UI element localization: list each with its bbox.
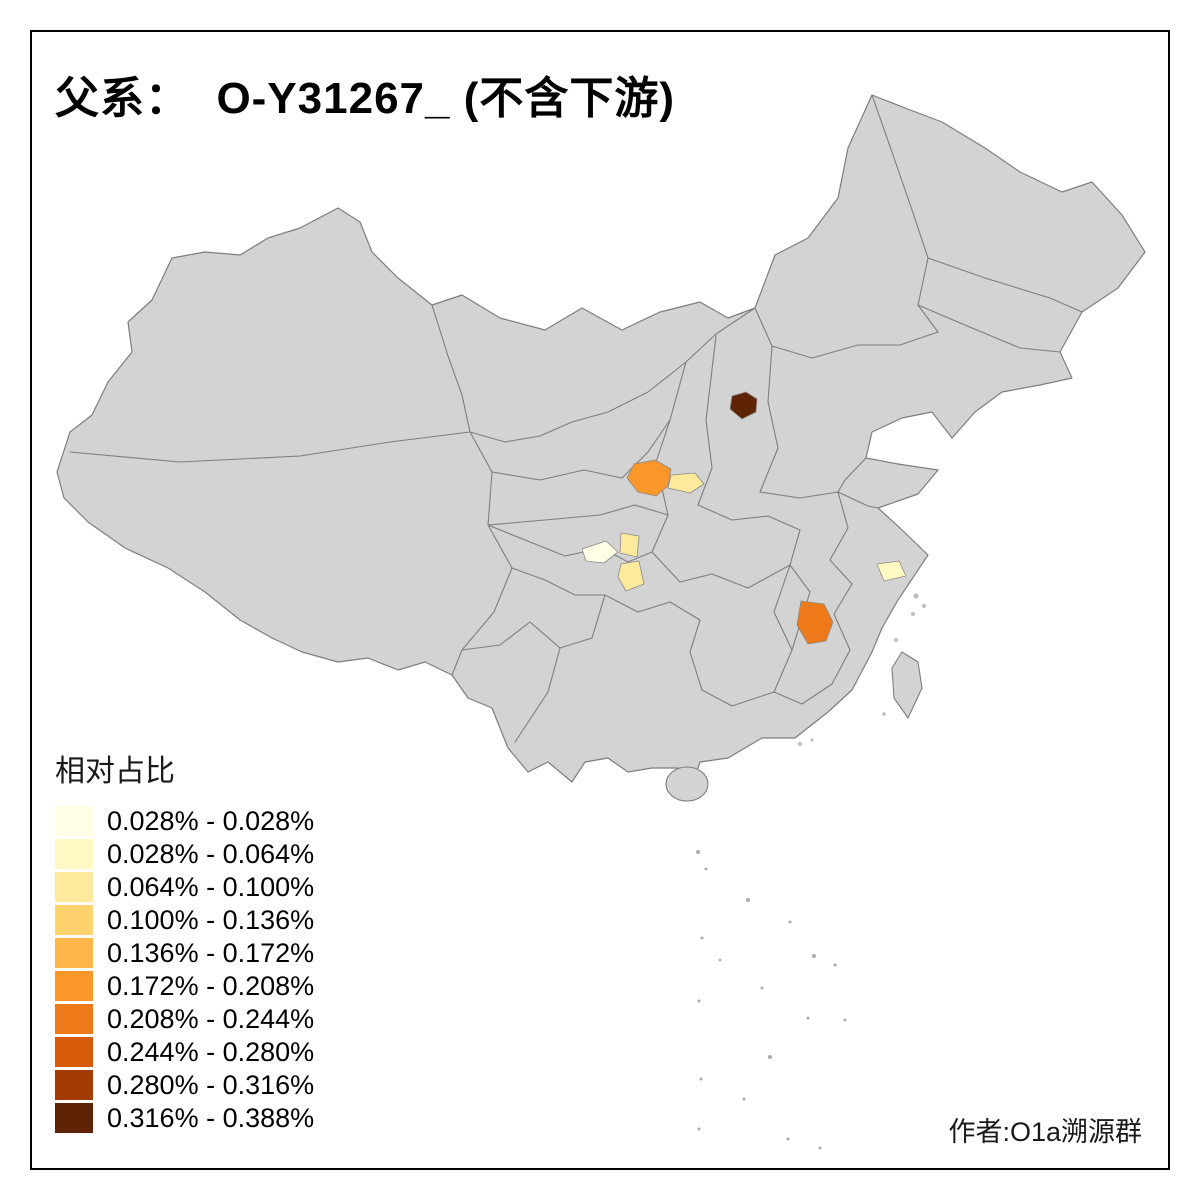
legend-row: 0.280% - 0.316% bbox=[55, 1070, 314, 1100]
legend-row: 0.172% - 0.208% bbox=[55, 971, 314, 1001]
highlight-region bbox=[729, 391, 758, 420]
legend-swatch bbox=[55, 1037, 93, 1067]
hainan-island bbox=[665, 766, 709, 802]
legend-swatch bbox=[55, 938, 93, 968]
highlight-region bbox=[619, 532, 640, 558]
highlight-region bbox=[617, 560, 645, 592]
legend-row: 0.208% - 0.244% bbox=[55, 1004, 314, 1034]
legend-row: 0.100% - 0.136% bbox=[55, 905, 314, 935]
legend-row: 0.316% - 0.388% bbox=[55, 1103, 314, 1133]
coastal-islets bbox=[798, 593, 926, 746]
province-borders bbox=[69, 94, 1083, 743]
legend-swatch bbox=[55, 839, 93, 869]
legend-swatch bbox=[55, 806, 93, 836]
legend-items: 0.028% - 0.028% 0.028% - 0.064% 0.064% - 0… bbox=[55, 806, 314, 1133]
legend-label: 0.064% - 0.100% bbox=[107, 871, 315, 902]
legend-row: 0.244% - 0.280% bbox=[55, 1037, 314, 1067]
highlight-region bbox=[796, 600, 834, 645]
legend-row: 0.136% - 0.172% bbox=[55, 938, 314, 968]
legend-swatch bbox=[55, 1070, 93, 1100]
south-china-sea-islands bbox=[696, 850, 847, 1150]
legend-label: 0.028% - 0.028% bbox=[107, 805, 315, 836]
legend-row: 0.028% - 0.028% bbox=[55, 806, 314, 836]
legend-label: 0.316% - 0.388% bbox=[107, 1102, 315, 1133]
legend-label: 0.028% - 0.064% bbox=[107, 838, 315, 869]
legend-label: 0.208% - 0.244% bbox=[107, 1003, 315, 1034]
china-outline bbox=[56, 94, 1146, 786]
legend-label: 0.280% - 0.316% bbox=[107, 1069, 315, 1100]
highlight-region bbox=[626, 459, 672, 497]
highlight-region bbox=[667, 472, 705, 494]
legend-swatch bbox=[55, 1103, 93, 1133]
legend-label: 0.172% - 0.208% bbox=[107, 970, 315, 1001]
author-credit: 作者:O1a溯源群 bbox=[948, 1117, 1142, 1147]
legend-swatch bbox=[55, 872, 93, 902]
legend-title: 相对占比 bbox=[55, 755, 175, 788]
legend-label: 0.136% - 0.172% bbox=[107, 937, 315, 968]
highlight-region bbox=[581, 540, 619, 564]
legend-swatch bbox=[55, 905, 93, 935]
legend-label: 0.100% - 0.136% bbox=[107, 904, 315, 935]
islands bbox=[665, 593, 926, 1150]
highlight-regions bbox=[581, 391, 907, 645]
legend-swatch bbox=[55, 971, 93, 1001]
taiwan-island bbox=[891, 651, 923, 720]
legend: 相对占比 0.028% - 0.028% 0.028% - 0.064% 0.064… bbox=[55, 746, 314, 1136]
legend-swatch bbox=[55, 1004, 93, 1034]
legend-row: 0.064% - 0.100% bbox=[55, 872, 314, 902]
legend-label: 0.244% - 0.280% bbox=[107, 1036, 315, 1067]
highlight-region bbox=[876, 560, 907, 582]
legend-row: 0.028% - 0.064% bbox=[55, 839, 314, 869]
mainland bbox=[56, 94, 1146, 786]
page-title: 父系： O-Y31267_ (不含下游) bbox=[55, 74, 676, 123]
